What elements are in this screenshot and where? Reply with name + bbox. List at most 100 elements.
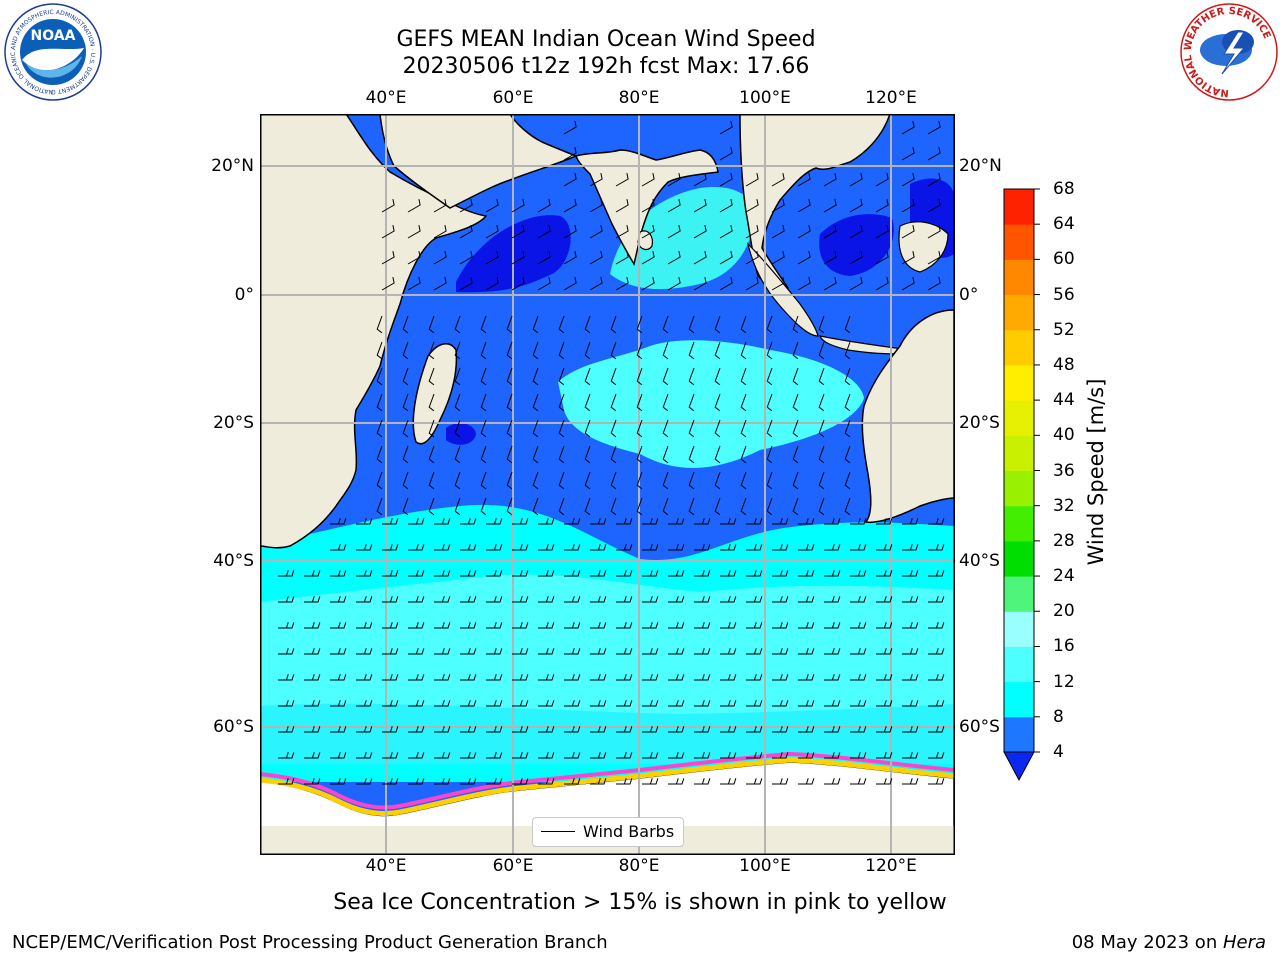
wind-barb xyxy=(486,778,503,785)
wind-barb xyxy=(771,199,785,213)
wind-barb xyxy=(662,393,669,412)
wind-barb xyxy=(792,471,799,490)
wind-barb xyxy=(766,393,773,412)
wind-barb xyxy=(693,251,707,265)
wind-speed-map xyxy=(260,114,955,855)
wind-barb xyxy=(740,341,747,360)
wind-barb xyxy=(506,341,513,360)
wind-barb xyxy=(382,648,399,655)
wind-barb xyxy=(668,596,685,603)
wind-barb xyxy=(902,570,919,577)
wind-barb xyxy=(459,225,473,239)
wind-barb xyxy=(454,393,461,412)
wind-barb xyxy=(850,752,867,759)
wind-barb xyxy=(564,778,581,785)
wind-barb xyxy=(532,315,539,334)
wind-barb xyxy=(512,622,529,629)
wind-barb xyxy=(506,367,513,386)
wind-barb xyxy=(382,726,399,733)
wind-barb xyxy=(428,393,435,412)
wind-barb xyxy=(824,570,841,577)
wind-barb xyxy=(304,648,321,655)
wind-barb xyxy=(662,367,669,386)
wind-barb xyxy=(902,778,919,785)
wind-barb xyxy=(428,419,435,438)
wind-barb xyxy=(616,596,633,603)
wind-barb xyxy=(532,341,539,360)
lat-label-left-20s: 20°S xyxy=(213,413,254,433)
wind-barb xyxy=(506,393,513,412)
wind-barb xyxy=(662,341,669,360)
wind-barb xyxy=(746,674,763,681)
wind-barb xyxy=(538,674,555,681)
wind-barb xyxy=(740,497,747,516)
wind-barb xyxy=(563,199,577,213)
wind-barb xyxy=(746,596,763,603)
wind-barb xyxy=(584,445,591,464)
wind-barb xyxy=(688,471,695,490)
wind-barb xyxy=(668,544,685,551)
wind-barb xyxy=(532,471,539,490)
wind-barb xyxy=(688,393,695,412)
wind-barb xyxy=(382,518,399,525)
wind-barb xyxy=(771,251,785,265)
wind-barb xyxy=(798,726,815,733)
wind-barb xyxy=(849,225,863,239)
wind-barb xyxy=(558,341,565,360)
wind-barb xyxy=(376,393,383,412)
wind-barb xyxy=(772,596,789,603)
wind-barb xyxy=(454,497,461,516)
wind-barb xyxy=(584,419,591,438)
wind-barb xyxy=(798,596,815,603)
lon-label-top-60e: 60°E xyxy=(492,88,534,108)
wind-barb xyxy=(818,367,825,386)
lat-label-right-40s: 40°S xyxy=(959,551,1000,571)
wind-barb xyxy=(792,497,799,516)
wind-barb xyxy=(454,471,461,490)
wind-barb xyxy=(304,700,321,707)
wind-barb xyxy=(563,225,577,239)
wind-barb xyxy=(876,700,893,707)
wind-barb xyxy=(772,752,789,759)
wind-barb xyxy=(818,471,825,490)
wind-barb xyxy=(824,596,841,603)
wind-barb xyxy=(615,199,629,213)
wind-barb xyxy=(460,648,477,655)
wind-barb xyxy=(902,700,919,707)
colorbar-tick-label: 8 xyxy=(1053,706,1064,727)
wind-barb xyxy=(616,518,633,525)
wind-barb xyxy=(563,251,577,265)
colorbar xyxy=(1003,188,1040,782)
wind-barb xyxy=(824,544,841,551)
wind-barb xyxy=(876,570,893,577)
wind-barb xyxy=(590,674,607,681)
lon-label-bottom-120e: 120°E xyxy=(865,856,917,876)
wind-barb xyxy=(402,445,409,464)
wind-barb xyxy=(824,674,841,681)
wind-barb xyxy=(902,596,919,603)
colorbar-tick-label: 44 xyxy=(1053,390,1075,411)
wind-barb xyxy=(720,674,737,681)
wind-barb xyxy=(662,419,669,438)
wind-barb xyxy=(766,497,773,516)
wind-barb xyxy=(615,173,629,187)
wind-barb xyxy=(402,393,409,412)
map-legend: Wind Barbs xyxy=(532,817,684,847)
land-se-asia xyxy=(739,114,891,290)
wind-barb xyxy=(746,622,763,629)
wind-barb xyxy=(589,173,603,187)
wind-barb xyxy=(876,544,893,551)
wind-barb xyxy=(330,778,347,785)
wind-barb xyxy=(844,341,851,360)
wind-barb xyxy=(714,315,721,334)
wind-barb xyxy=(402,367,409,386)
wind-barb xyxy=(642,596,659,603)
wind-barb xyxy=(798,752,815,759)
wind-barb xyxy=(823,225,837,239)
wind-barb xyxy=(590,648,607,655)
wind-barb xyxy=(928,622,945,629)
wind-barb xyxy=(642,752,659,759)
wind-barb xyxy=(818,419,825,438)
wind-barb xyxy=(564,648,581,655)
wind-barb xyxy=(876,596,893,603)
